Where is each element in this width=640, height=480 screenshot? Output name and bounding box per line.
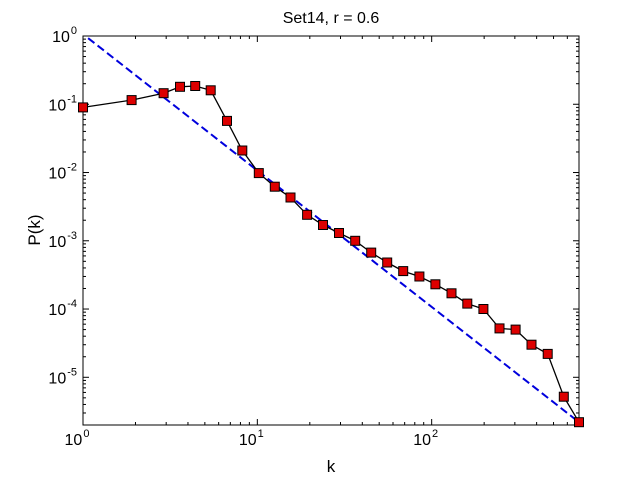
data-point-marker [350, 235, 361, 246]
data-point-marker [526, 339, 537, 350]
x-tick-exponent: 2 [432, 428, 438, 440]
data-point-marker [462, 298, 473, 309]
x-axis-label: k [327, 457, 336, 476]
data-point-marker [558, 391, 569, 402]
data-point-marker [237, 145, 248, 156]
data-point-marker [542, 348, 553, 359]
data-point-marker [366, 247, 377, 258]
fit-dashed-line [87, 37, 580, 423]
data-point-marker [253, 168, 264, 179]
chart-title: Set14, r = 0.6 [283, 10, 380, 27]
data-point-marker [222, 115, 232, 126]
data-point-marker [510, 324, 521, 335]
data-point-marker [430, 279, 441, 290]
y-tick-exponent: -2 [67, 162, 77, 174]
data-point-marker [414, 271, 425, 282]
data-point-marker [302, 209, 313, 220]
data-point-marker [334, 228, 344, 238]
data-point-marker [478, 304, 489, 314]
x-tick-exponent: 1 [258, 428, 264, 440]
data-point-marker [574, 417, 584, 428]
series-layer [78, 37, 584, 428]
data-point-marker [190, 81, 201, 91]
y-tick-exponent: -4 [67, 298, 77, 310]
y-tick-exponent: -5 [67, 366, 77, 378]
data-point-marker [269, 181, 280, 192]
data-point-marker [285, 192, 296, 203]
data-point-marker [318, 220, 328, 230]
data-point-marker [398, 266, 409, 277]
data-point-marker [382, 257, 393, 268]
y-tick-exponent: -3 [67, 230, 77, 242]
data-point-marker [446, 288, 457, 299]
y-tick-exponent: 0 [71, 25, 77, 37]
data-point-marker [78, 102, 88, 113]
data-point-marker [205, 85, 216, 96]
plot-area [82, 35, 580, 426]
data-point-marker [175, 81, 185, 92]
y-tick-exponent: -1 [67, 93, 77, 105]
data-point-marker [126, 95, 137, 106]
data-point-marker [494, 323, 505, 334]
x-tick-exponent: 0 [83, 428, 89, 440]
y-axis-label: P(k) [25, 214, 44, 245]
data-point-marker [158, 88, 169, 99]
